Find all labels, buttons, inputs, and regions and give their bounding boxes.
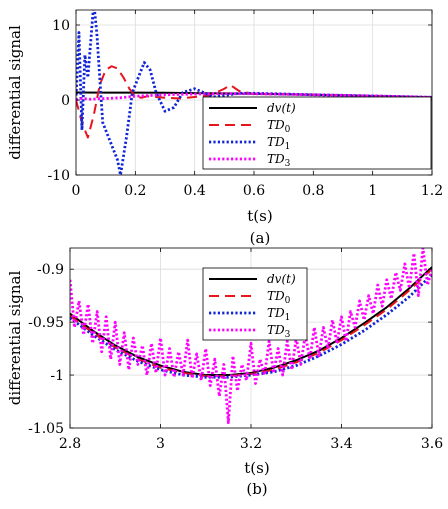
- y-tick-label: -1: [50, 368, 64, 384]
- x-tick-label: 1.2: [421, 183, 443, 199]
- panel-label: (b): [246, 480, 267, 498]
- series-line-td3: [76, 92, 432, 102]
- series-line-dv-t-: [70, 266, 432, 377]
- legend-entry: dv(t): [267, 101, 296, 115]
- y-tick-label: -10: [47, 168, 70, 184]
- x-tick-label: 0.8: [302, 183, 324, 199]
- series-line-td1: [76, 10, 432, 175]
- panel-label: (a): [250, 229, 271, 247]
- x-tick-label: 1: [368, 183, 377, 199]
- y-tick-label: 10: [52, 18, 70, 34]
- series-line-td3: [70, 248, 432, 425]
- x-axis-label: t(s): [247, 207, 272, 225]
- x-tick-label: 3.6: [421, 436, 443, 452]
- legend-entry: TD1: [267, 306, 290, 323]
- x-tick-label: 0.2: [124, 183, 146, 199]
- y-tick-label: -1.05: [28, 421, 64, 437]
- x-tick-label: 0.4: [184, 183, 206, 199]
- y-axis-label: differential signal: [6, 25, 24, 160]
- chart-panel-a: 0 0.2 0.4 0.6 0.8 1 1.2-10010t(s)differential …: [6, 9, 443, 247]
- series-line-td0: [76, 65, 432, 139]
- series-line-td1: [70, 273, 432, 379]
- legend-entry: TD1: [267, 135, 290, 152]
- y-tick-label: -0.9: [37, 262, 64, 278]
- x-axis-label: t(s): [244, 459, 269, 477]
- y-tick-label: 0: [61, 93, 70, 109]
- chart-panel-b: 2.8 3 3.2 3.4 3.6 -1.05 -1 -0.95 -0.9 t(s) differe…: [6, 247, 443, 498]
- legend-entry: dv(t): [267, 272, 296, 286]
- y-tick-label: -0.95: [28, 315, 64, 331]
- x-tick-label: 3.2: [240, 436, 262, 452]
- x-tick-label: 2.8: [59, 436, 81, 452]
- x-tick-label: 3.4: [330, 436, 352, 452]
- y-axis-label: differential signal: [6, 271, 24, 406]
- x-tick-label: 3: [156, 436, 165, 452]
- x-tick-label: 0: [72, 183, 81, 199]
- x-tick-label: 0.6: [243, 183, 265, 199]
